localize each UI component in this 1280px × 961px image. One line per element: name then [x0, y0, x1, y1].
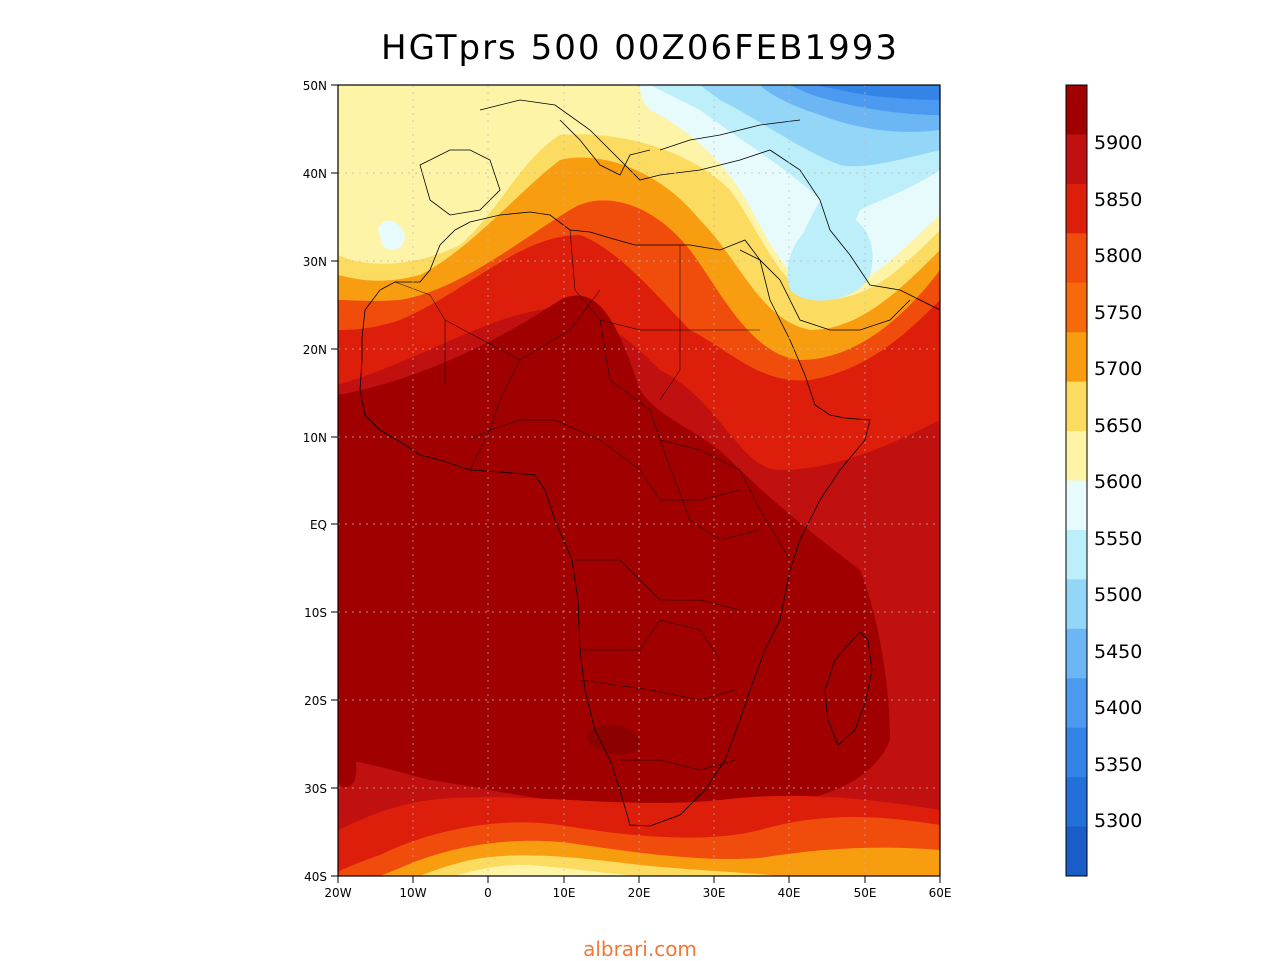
colorbar-swatch [1066, 332, 1087, 383]
lat-label: 10N [303, 431, 327, 445]
colorbar-label: 5400 [1094, 697, 1142, 719]
lat-label: 20N [303, 343, 327, 357]
colorbar-swatch [1066, 381, 1087, 432]
colorbar-label: 5550 [1094, 528, 1142, 550]
colorbar-swatch [1066, 134, 1087, 185]
lat-label: 30N [303, 255, 327, 269]
lon-label: 10W [399, 886, 426, 900]
lat-label: 10S [304, 606, 327, 620]
colorbar-swatch [1066, 678, 1087, 729]
colorbar-label: 5450 [1094, 641, 1142, 663]
lon-label: 60E [929, 886, 952, 900]
colorbar-swatch [1066, 183, 1087, 234]
lat-label: 30S [304, 782, 327, 796]
lon-label: 50E [854, 886, 877, 900]
colorbar-label: 5500 [1094, 584, 1142, 606]
colorbar-label: 5850 [1094, 189, 1142, 211]
lon-label: 20W [324, 886, 351, 900]
colorbar-swatch [1066, 826, 1087, 877]
colorbar-swatch [1066, 233, 1087, 284]
lon-label: 0 [484, 886, 492, 900]
colorbar-label: 5300 [1094, 810, 1142, 832]
colorbar-swatch [1066, 480, 1087, 531]
colorbar-label: 5900 [1094, 132, 1142, 154]
coastline [359, 99, 940, 827]
colorbar [1066, 85, 1087, 877]
lon-label: 10E [553, 886, 576, 900]
colorbar-swatch [1066, 777, 1087, 828]
map-title: HGTprs 500 00Z06FEB1993 [381, 28, 899, 68]
colorbar-label: 5350 [1094, 754, 1142, 776]
colorbar-swatch [1066, 431, 1087, 481]
lon-label: 30E [703, 886, 726, 900]
colorbar-label: 5750 [1094, 302, 1142, 324]
country-borders [394, 229, 791, 771]
colorbar-label: 5650 [1094, 415, 1142, 437]
lat-label: 50N [303, 79, 327, 93]
colorbar-frame [1065, 84, 1088, 877]
colorbar-swatch [1066, 282, 1087, 333]
gridlines [338, 85, 940, 876]
colorbar-label: 5600 [1094, 471, 1142, 493]
colorbar-swatch [1066, 579, 1087, 630]
lat-label: 20S [304, 694, 327, 708]
lat-label: 40S [304, 870, 327, 884]
colorbar-label: 5800 [1094, 245, 1142, 267]
colorbar-labels: 5900 5850 5800 5750 5700 5650 5600 5550 … [1094, 132, 1142, 832]
lon-label: 20E [628, 886, 651, 900]
colorbar-swatch [1066, 727, 1087, 778]
height-field [338, 85, 940, 876]
colorbar-swatch [1066, 529, 1087, 580]
lat-axis: 50N 40N 30N 20N 10N EQ 10S 20S 30S 40S [303, 79, 338, 884]
lon-label: 40E [778, 886, 801, 900]
lat-label: 40N [303, 167, 327, 181]
watermark-link[interactable]: albrari.com [583, 937, 697, 961]
lon-axis: 20W 10W 0 10E 20E 30E 40E 50E 60E [324, 876, 951, 900]
colorbar-swatch [1066, 628, 1087, 679]
colorbar-swatch [1066, 85, 1087, 135]
colorbar-label: 5700 [1094, 358, 1142, 380]
lat-label: EQ [310, 518, 327, 532]
